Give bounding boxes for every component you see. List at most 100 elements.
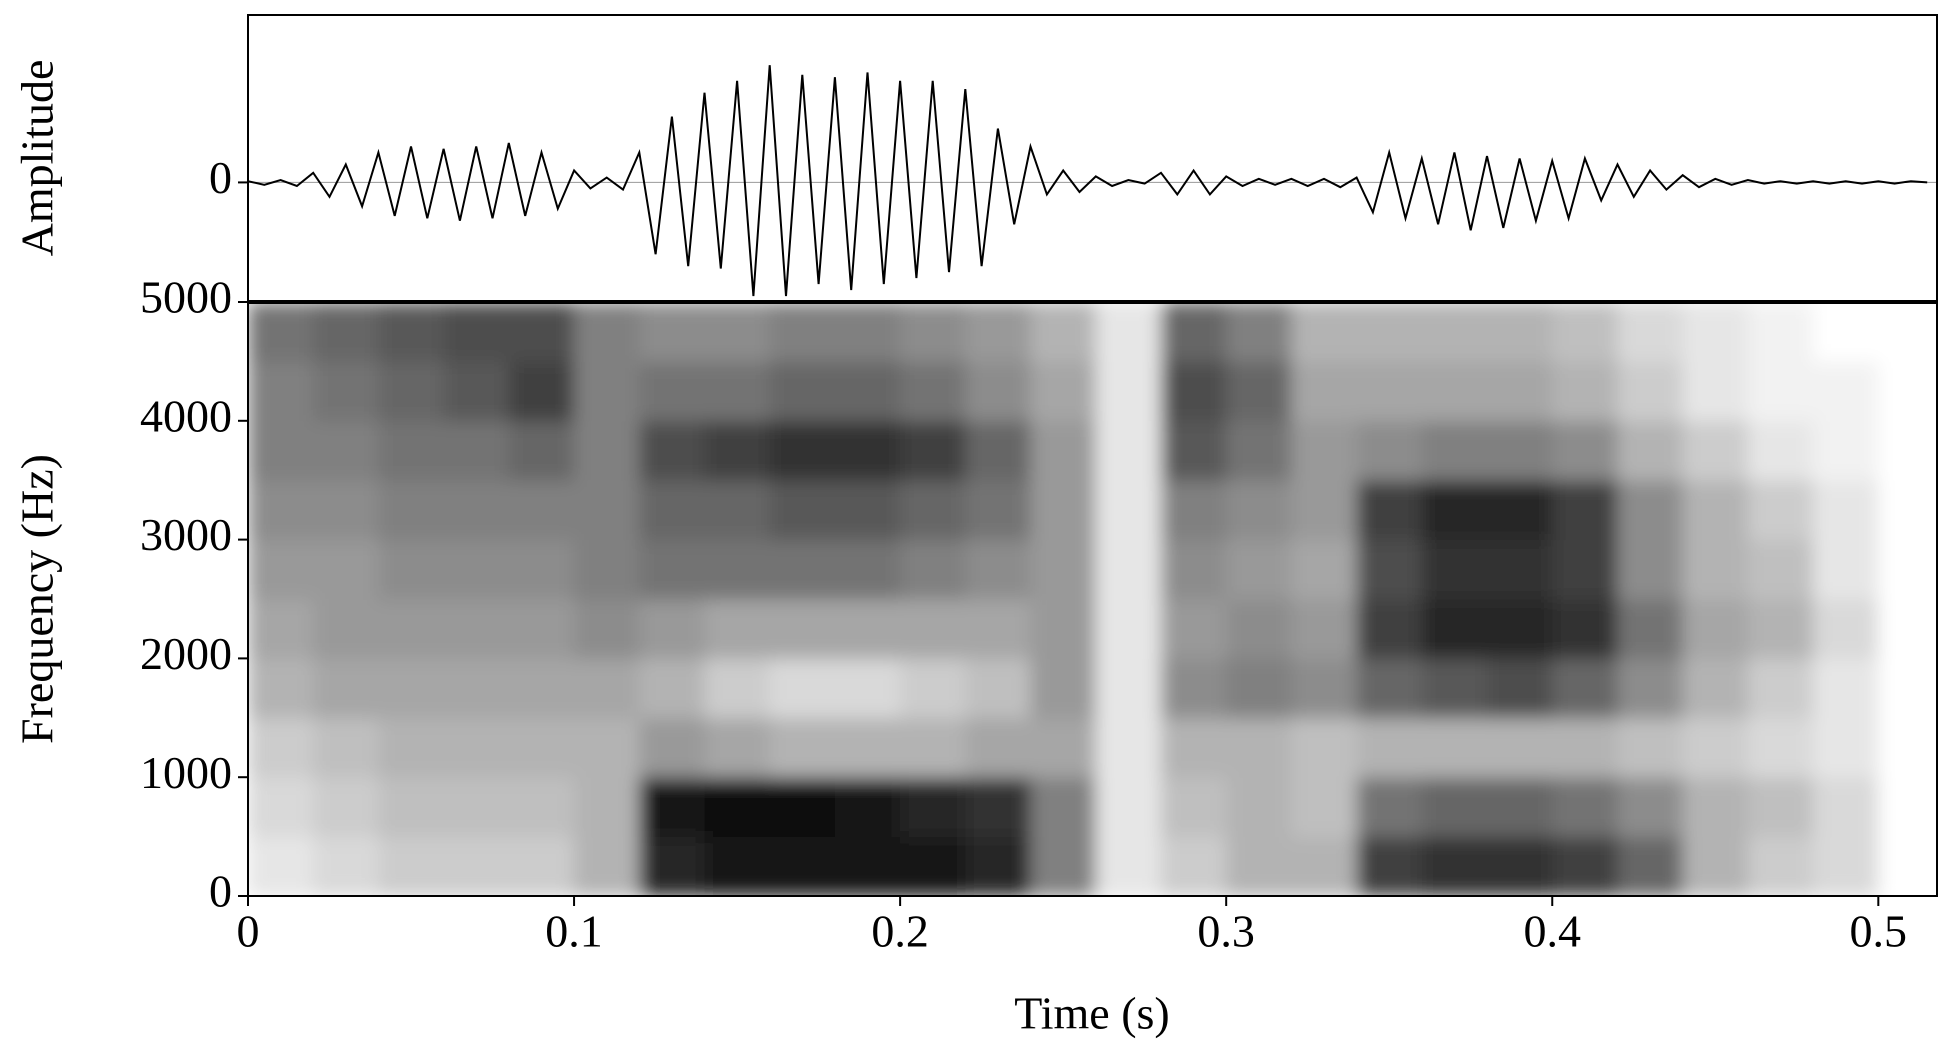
spectrogram-cell <box>900 658 966 719</box>
spectrogram-cell <box>1291 836 1358 896</box>
spectrogram-cell <box>704 658 771 719</box>
spectrogram-cell <box>834 717 901 778</box>
spectrogram-cell <box>248 420 314 481</box>
spectrogram-cell <box>1356 302 1423 362</box>
spectrogram-cell <box>1617 599 1684 659</box>
spectrogram-cell <box>639 836 705 896</box>
spectrogram-cell <box>313 480 379 541</box>
spectrogram-cell <box>1747 361 1814 422</box>
spectrogram-cell <box>1747 717 1814 778</box>
spectrogram-cell <box>1552 302 1618 362</box>
spectrogram-cell <box>769 420 836 481</box>
spectrogram-cell <box>378 539 445 600</box>
spectrogram-cell <box>1030 539 1097 600</box>
spectrogram-cell <box>769 777 836 838</box>
spectrogram-cell <box>834 361 901 422</box>
spectrogram-cell <box>1487 717 1553 778</box>
x-axis-label: Time (s) <box>1014 988 1170 1039</box>
spectrogram-cell <box>1095 539 1162 600</box>
spectrogram-cell <box>1747 836 1814 896</box>
spectrogram-cell <box>1813 302 1879 362</box>
spectrogram-cell <box>1226 361 1292 422</box>
spectrogram-cell <box>508 658 575 719</box>
spectrogram-cell <box>900 480 966 541</box>
spectrogram-cell <box>1878 777 1937 838</box>
x-tick-label: 0.2 <box>871 906 929 957</box>
spectrogram-cell <box>1747 480 1814 541</box>
y-tick-label: 2000 <box>140 628 232 679</box>
spectrogram-cell <box>1813 599 1879 659</box>
spectrogram-cell <box>443 836 510 896</box>
spectrogram-cell <box>1682 658 1749 719</box>
spectrogram-cell <box>508 836 575 896</box>
spectrogram-cell <box>378 836 445 896</box>
spectrogram-cell <box>1160 836 1227 896</box>
spectrogram-cell <box>834 777 901 838</box>
spectrogram-cell <box>1878 302 1937 362</box>
spectrogram-cell <box>508 480 575 541</box>
spectrogram-cell <box>1291 658 1358 719</box>
spectrogram-cell <box>704 302 771 362</box>
spectrogram <box>248 302 1937 896</box>
spectrogram-cell <box>574 777 640 838</box>
spectrogram-cell <box>1356 599 1423 659</box>
spectrogram-cell <box>1813 480 1879 541</box>
spectrogram-cell <box>1356 836 1423 896</box>
spectrogram-cell <box>834 420 901 481</box>
spectrogram-cell <box>1878 717 1937 778</box>
spectrogram-cell <box>1617 361 1684 422</box>
spectrogram-cell <box>1160 302 1227 362</box>
x-tick-label: 0 <box>237 906 260 957</box>
spectrogram-cell <box>1356 420 1423 481</box>
spectrogram-cell <box>1813 539 1879 600</box>
spectrogram-cell <box>1095 836 1162 896</box>
spectrogram-cell <box>1682 599 1749 659</box>
spectrogram-cell <box>313 361 379 422</box>
spectrogram-cell <box>313 658 379 719</box>
spectrogram-cell <box>1421 777 1488 838</box>
spectrogram-cell <box>965 302 1032 362</box>
spectrogram-cell <box>1030 836 1097 896</box>
spectrogram-cell <box>1291 717 1358 778</box>
spectrogram-cell <box>1813 361 1879 422</box>
spectrogram-cell <box>248 302 314 362</box>
spectrogram-cell <box>313 836 379 896</box>
spectrogram-cell <box>639 361 705 422</box>
spectrogram-cell <box>1747 420 1814 481</box>
spectrogram-cell <box>1160 420 1227 481</box>
spectrogram-cell <box>834 658 901 719</box>
spectrogram-cell <box>965 777 1032 838</box>
spectrogram-cell <box>1878 480 1937 541</box>
spectrogram-cell <box>965 599 1032 659</box>
spectrogram-cell <box>378 420 445 481</box>
spectrogram-cell <box>1487 539 1553 600</box>
spectrogram-cell <box>769 599 836 659</box>
waveform-line <box>248 65 1928 297</box>
spectrogram-cell <box>1747 599 1814 659</box>
spectrogram-cell <box>1095 480 1162 541</box>
spectrogram-cell <box>1160 361 1227 422</box>
spectrogram-cell <box>1878 599 1937 659</box>
y-tick-label: 5000 <box>140 272 232 323</box>
spectrogram-cell <box>248 777 314 838</box>
spectrogram-cell <box>1552 539 1618 600</box>
spectrogram-cell <box>1813 658 1879 719</box>
spectrogram-cell <box>508 539 575 600</box>
spectrogram-cell <box>248 599 314 659</box>
spectrogram-cell <box>639 777 705 838</box>
spectrogram-cell <box>1291 420 1358 481</box>
spectrogram-cell <box>1487 836 1553 896</box>
spectrogram-cell <box>1291 361 1358 422</box>
spectrogram-cell <box>1878 361 1937 422</box>
spectrogram-cell <box>443 361 510 422</box>
spectrogram-cell <box>965 420 1032 481</box>
spectrogram-cell <box>1552 420 1618 481</box>
spectrogram-cell <box>704 480 771 541</box>
spectrogram-cell <box>1226 658 1292 719</box>
waveform <box>248 65 1937 297</box>
spectrogram-cell <box>443 420 510 481</box>
spectrogram-cell <box>1617 420 1684 481</box>
spectrogram-cell <box>1421 658 1488 719</box>
spectrogram-cell <box>1291 539 1358 600</box>
